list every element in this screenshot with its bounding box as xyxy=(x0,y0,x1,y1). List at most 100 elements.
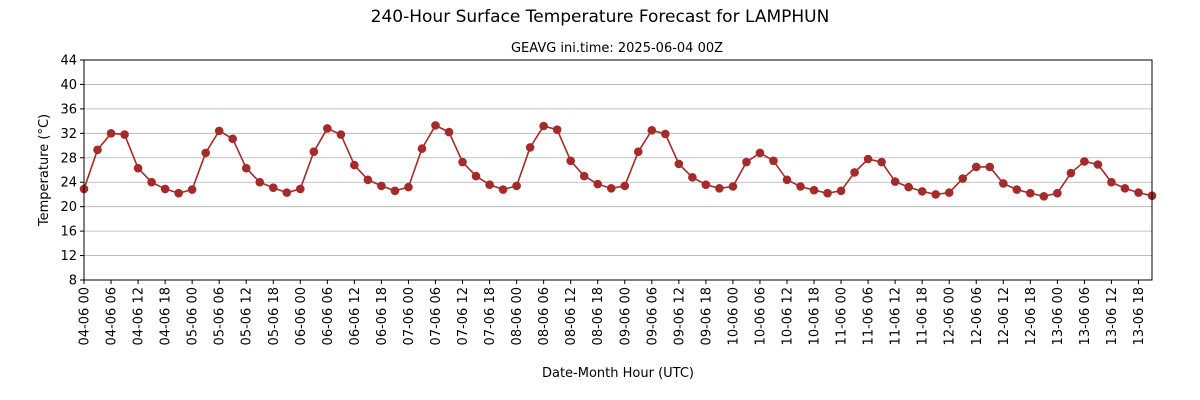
x-tick-label: 08-06 06 xyxy=(537,287,552,345)
data-point xyxy=(647,125,657,135)
data-point xyxy=(593,179,603,189)
x-tick-label: 07-06 12 xyxy=(456,287,471,345)
data-point xyxy=(296,184,305,194)
y-tick-label: 28 xyxy=(60,151,77,166)
x-tick-label: 09-06 18 xyxy=(699,287,714,345)
data-point xyxy=(566,156,575,166)
data-point xyxy=(782,175,792,185)
x-axis-label: Date-Month Hour (UTC) xyxy=(542,366,694,381)
y-tick-label: 8 xyxy=(69,274,77,289)
x-tick-label: 08-06 18 xyxy=(591,287,606,345)
data-point xyxy=(931,190,940,199)
x-tick-label: 06-06 00 xyxy=(294,287,309,345)
y-tick-label: 12 xyxy=(60,249,77,264)
x-tick-label: 04-06 18 xyxy=(159,287,174,345)
data-point xyxy=(958,174,968,183)
x-tick-label: 10-06 06 xyxy=(753,287,768,345)
data-point xyxy=(850,168,859,177)
data-point xyxy=(309,147,319,156)
data-point xyxy=(1093,160,1103,169)
x-tick-label: 09-06 12 xyxy=(672,287,687,345)
data-point xyxy=(755,148,765,158)
series-line xyxy=(83,124,1153,198)
x-tick-label: 07-06 18 xyxy=(483,287,498,345)
data-point xyxy=(944,188,954,197)
x-tick-label: 11-06 12 xyxy=(889,287,904,345)
x-tick-label: 05-06 06 xyxy=(213,287,228,345)
data-point xyxy=(985,162,995,172)
data-point xyxy=(809,185,819,195)
data-point xyxy=(458,157,467,167)
data-point xyxy=(404,182,413,192)
x-tick-label: 11-06 00 xyxy=(835,287,850,345)
data-point xyxy=(539,121,548,131)
data-point xyxy=(160,184,170,194)
data-point xyxy=(998,179,1008,188)
data-point xyxy=(133,163,143,173)
x-tick-label: 08-06 12 xyxy=(564,287,579,345)
y-tick-label: 32 xyxy=(60,127,77,142)
x-tick-label: 06-06 06 xyxy=(321,287,336,345)
data-point xyxy=(633,147,643,156)
x-tick-label: 11-06 06 xyxy=(862,287,877,345)
x-axis: 04-06 00 04-06 06 04-06 12 04-06 18 05-06 00… xyxy=(78,280,1147,345)
x-tick-label: 09-06 06 xyxy=(645,287,660,345)
x-tick-label: 06-06 12 xyxy=(348,287,363,345)
data-point xyxy=(917,187,927,196)
data-point xyxy=(742,157,751,167)
data-point xyxy=(769,156,778,166)
x-tick-label: 13-06 06 xyxy=(1078,287,1093,345)
x-tick-label: 09-06 00 xyxy=(618,287,633,345)
data-point xyxy=(390,186,400,196)
x-tick-label: 07-06 00 xyxy=(402,287,417,345)
data-point xyxy=(606,184,616,193)
data-point xyxy=(147,177,156,187)
data-point xyxy=(498,185,508,194)
data-point xyxy=(620,181,630,191)
data-point xyxy=(228,134,238,144)
chart-subtitle: GEAVG ini.time: 2025-06-04 00Z xyxy=(511,41,723,56)
x-tick-label: 10-06 12 xyxy=(780,287,795,345)
data-point xyxy=(971,162,981,172)
data-point xyxy=(431,121,440,130)
data-point xyxy=(377,181,386,191)
data-point xyxy=(674,159,684,169)
data-point xyxy=(890,177,900,186)
x-tick-label: 10-06 18 xyxy=(808,287,823,345)
x-tick-label: 07-06 06 xyxy=(429,287,444,345)
data-point xyxy=(282,188,292,197)
chart-title: 240-Hour Surface Temperature Forecast fo… xyxy=(371,7,830,27)
y-tick-label: 36 xyxy=(60,102,77,117)
y-tick-label: 16 xyxy=(60,225,77,240)
x-tick-label: 05-06 12 xyxy=(240,287,255,345)
data-point xyxy=(1026,188,1035,198)
data-point xyxy=(120,130,129,139)
data-point xyxy=(863,154,873,164)
y-axis-label: Temperature (°C) xyxy=(37,114,52,227)
data-point xyxy=(471,171,481,181)
data-point xyxy=(255,177,265,187)
y-tick-label: 40 xyxy=(60,78,77,93)
x-tick-label: 13-06 18 xyxy=(1132,287,1147,345)
data-point xyxy=(1134,188,1143,197)
data-point xyxy=(525,143,535,152)
x-tick-label: 12-06 12 xyxy=(997,287,1012,345)
data-point xyxy=(106,129,116,138)
x-tick-label: 13-06 00 xyxy=(1051,287,1066,345)
x-tick-label: 05-06 00 xyxy=(186,287,201,345)
data-point xyxy=(688,173,697,182)
data-point xyxy=(1053,188,1062,198)
data-point xyxy=(174,188,183,198)
data-point xyxy=(214,126,224,136)
data-point xyxy=(336,130,346,139)
data-point xyxy=(823,188,832,198)
data-point xyxy=(201,148,210,158)
data-point xyxy=(877,157,886,167)
x-tick-label: 13-06 12 xyxy=(1105,287,1120,345)
data-point xyxy=(417,144,427,153)
data-point xyxy=(93,145,102,155)
y-tick-label: 44 xyxy=(60,54,77,69)
data-point xyxy=(187,185,197,194)
data-point xyxy=(904,182,913,192)
